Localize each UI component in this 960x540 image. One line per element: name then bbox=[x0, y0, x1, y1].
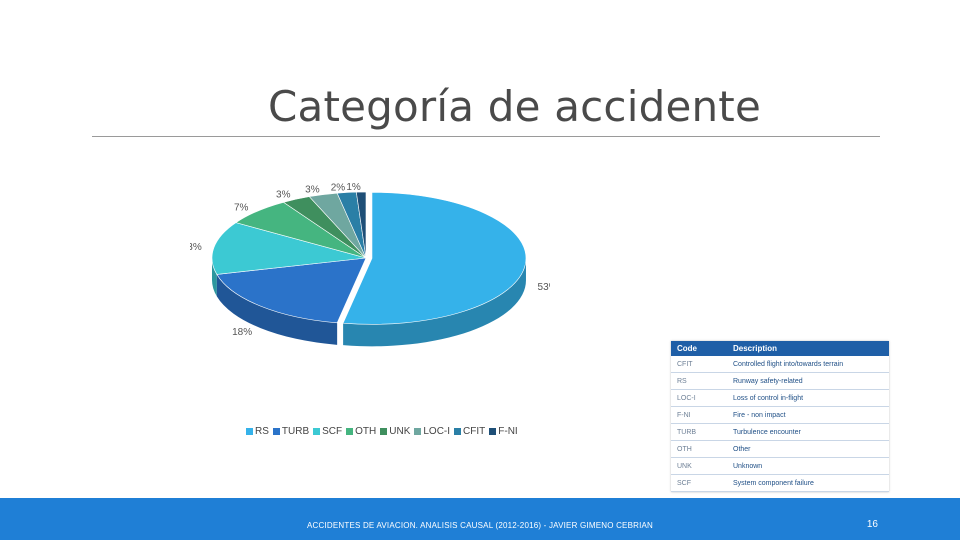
description-cell: System component failure bbox=[727, 474, 889, 492]
legend-label: CFIT bbox=[463, 426, 486, 437]
data-label-unk: 3% bbox=[276, 189, 291, 200]
pie-slice-scf bbox=[211, 222, 367, 275]
pie-chart: 53% 18% 13% 7% 3% 3% 2%1% bbox=[190, 182, 550, 347]
slide-title: Categoría de accidente bbox=[268, 82, 762, 131]
legend-label: UNK bbox=[389, 426, 411, 437]
code-cell: RS bbox=[671, 372, 727, 390]
pie-slice-rs bbox=[342, 192, 527, 325]
legend-label: F-NI bbox=[498, 426, 518, 437]
legend-item-turb: TURB bbox=[272, 426, 310, 437]
legend-swatch bbox=[380, 428, 388, 435]
description-cell: Fire - non impact bbox=[727, 406, 889, 424]
description-column-header: Description bbox=[727, 341, 889, 356]
table-row: F-NI Fire - non impact bbox=[671, 406, 889, 424]
pie-slice-turb bbox=[216, 257, 367, 324]
description-cell: Runway safety-related bbox=[727, 372, 889, 390]
code-description-table: Code Description CFIT Controlled flight i… bbox=[671, 341, 889, 492]
legend-item-cfit: CFIT bbox=[454, 426, 485, 437]
code-cell: TURB bbox=[671, 423, 727, 441]
legend-item-scf: SCF bbox=[313, 426, 342, 437]
table-row: RS Runway safety-related bbox=[671, 372, 889, 390]
data-label-f-ni: 1% bbox=[346, 182, 361, 193]
code-cell: OTH bbox=[671, 440, 727, 458]
legend-label: SCF bbox=[322, 426, 343, 437]
legend-label: LOC-I bbox=[423, 426, 451, 437]
code-cell: UNK bbox=[671, 457, 727, 475]
code-cell: LOC-I bbox=[671, 389, 727, 407]
legend-item-f-ni: F-NI bbox=[489, 426, 518, 437]
table-row: SCF System component failure bbox=[671, 474, 889, 492]
legend-swatch bbox=[489, 428, 497, 435]
legend-item-loc-i: LOC-I bbox=[414, 426, 450, 437]
data-label-rs: 53% bbox=[538, 282, 550, 293]
pie-slice-side bbox=[343, 258, 526, 347]
legend-item-unk: UNK bbox=[380, 426, 410, 437]
page-number: 16 bbox=[866, 519, 878, 530]
table-row: TURB Turbulence encounter bbox=[671, 423, 889, 441]
table-header-row: Code Description bbox=[671, 341, 889, 356]
description-cell: Controlled flight into/towards terrain bbox=[727, 356, 889, 373]
legend-swatch bbox=[454, 428, 462, 435]
footer-bar bbox=[0, 498, 960, 540]
legend-label: TURB bbox=[281, 426, 310, 437]
table-row: CFIT Controlled flight into/towards terra… bbox=[671, 356, 889, 373]
pie-slice-side bbox=[212, 258, 217, 297]
data-label-loc-i: 3% bbox=[305, 185, 320, 196]
data-label-scf: 13% bbox=[190, 242, 202, 253]
pie-slice-side bbox=[216, 274, 338, 345]
data-label-turb: 18% bbox=[232, 327, 252, 338]
code-cell: SCF bbox=[671, 474, 727, 492]
data-label-cfit: 2% bbox=[331, 182, 346, 193]
legend-swatch bbox=[272, 428, 280, 435]
description-cell: Other bbox=[727, 440, 889, 458]
table-row: UNK Unknown bbox=[671, 457, 889, 475]
legend-swatch bbox=[414, 428, 422, 435]
data-label-oth: 7% bbox=[234, 203, 249, 214]
chart-legend: RS TURB SCF OTH UNK LOC-I CFIT F-NI bbox=[246, 426, 518, 437]
pie-slice-f-ni bbox=[355, 191, 367, 259]
description-cell: Loss of control in-flight bbox=[727, 389, 889, 407]
title-divider bbox=[92, 136, 880, 137]
legend-swatch bbox=[246, 428, 253, 435]
table-row: LOC-I Loss of control in-flight bbox=[671, 389, 889, 407]
description-cell: Unknown bbox=[727, 457, 889, 475]
code-cell: CFIT bbox=[671, 356, 727, 373]
legend-item-rs: RS bbox=[246, 426, 269, 437]
legend-label: OTH bbox=[355, 426, 377, 437]
footer-text: ACCIDENTES DE AVIACION. ANALISIS CAUSAL … bbox=[306, 521, 654, 530]
table-row: OTH Other bbox=[671, 440, 889, 458]
code-column-header: Code bbox=[671, 341, 727, 356]
description-cell: Turbulence encounter bbox=[727, 423, 889, 441]
legend-swatch bbox=[313, 428, 321, 435]
legend-label: RS bbox=[255, 426, 269, 437]
legend-item-oth: OTH bbox=[346, 426, 376, 437]
code-cell: F-NI bbox=[671, 406, 727, 424]
legend-swatch bbox=[346, 428, 354, 435]
